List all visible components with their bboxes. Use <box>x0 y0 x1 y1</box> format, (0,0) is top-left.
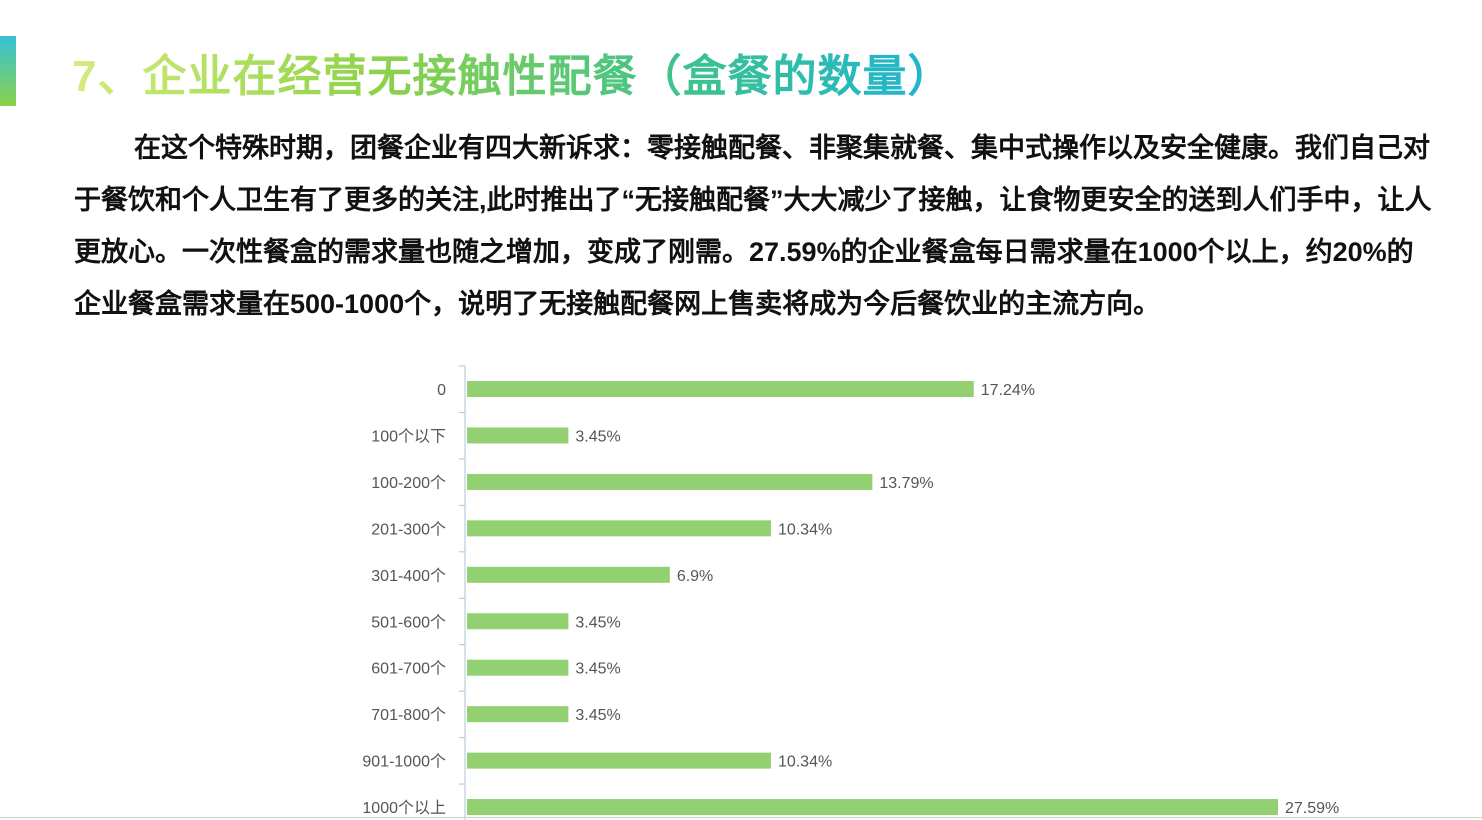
bar <box>467 427 569 444</box>
category-label: 1000个以上 <box>362 799 446 817</box>
value-label: 3.45% <box>575 614 620 631</box>
bar <box>467 520 771 537</box>
value-label: 13.79% <box>879 475 933 492</box>
category-label: 601-700个 <box>371 660 446 678</box>
bar <box>467 799 1278 816</box>
category-label: 100个以下 <box>371 427 446 445</box>
value-label: 27.59% <box>1285 800 1339 817</box>
value-label: 10.34% <box>778 754 832 771</box>
category-label: 901-1000个 <box>362 753 446 771</box>
category-label: 0 <box>437 382 446 399</box>
bar <box>467 566 670 583</box>
category-label: 701-800个 <box>371 706 446 724</box>
title-accent-bar <box>0 36 16 106</box>
value-label: 10.34% <box>778 521 832 538</box>
bar <box>467 473 873 490</box>
bar <box>467 613 569 630</box>
bar <box>467 752 771 769</box>
category-label: 201-300个 <box>371 520 446 538</box>
value-label: 17.24% <box>981 382 1035 399</box>
value-label: 3.45% <box>575 428 620 445</box>
category-label: 100-200个 <box>371 474 446 492</box>
bar <box>467 659 569 676</box>
page-title: 7、企业在经营无接触性配餐（盒餐的数量） <box>72 40 952 104</box>
category-label: 501-600个 <box>371 613 446 631</box>
value-label: 3.45% <box>575 661 620 678</box>
bar <box>467 706 569 723</box>
body-paragraph: 在这个特殊时期，团餐企业有四大新诉求：零接触配餐、非聚集就餐、集中式操作以及安全… <box>74 133 1432 319</box>
bar <box>467 381 974 397</box>
value-label: 3.45% <box>575 707 620 724</box>
bottom-divider <box>0 817 1482 818</box>
category-label: 301-400个 <box>371 567 446 585</box>
value-label: 6.9% <box>677 568 713 585</box>
